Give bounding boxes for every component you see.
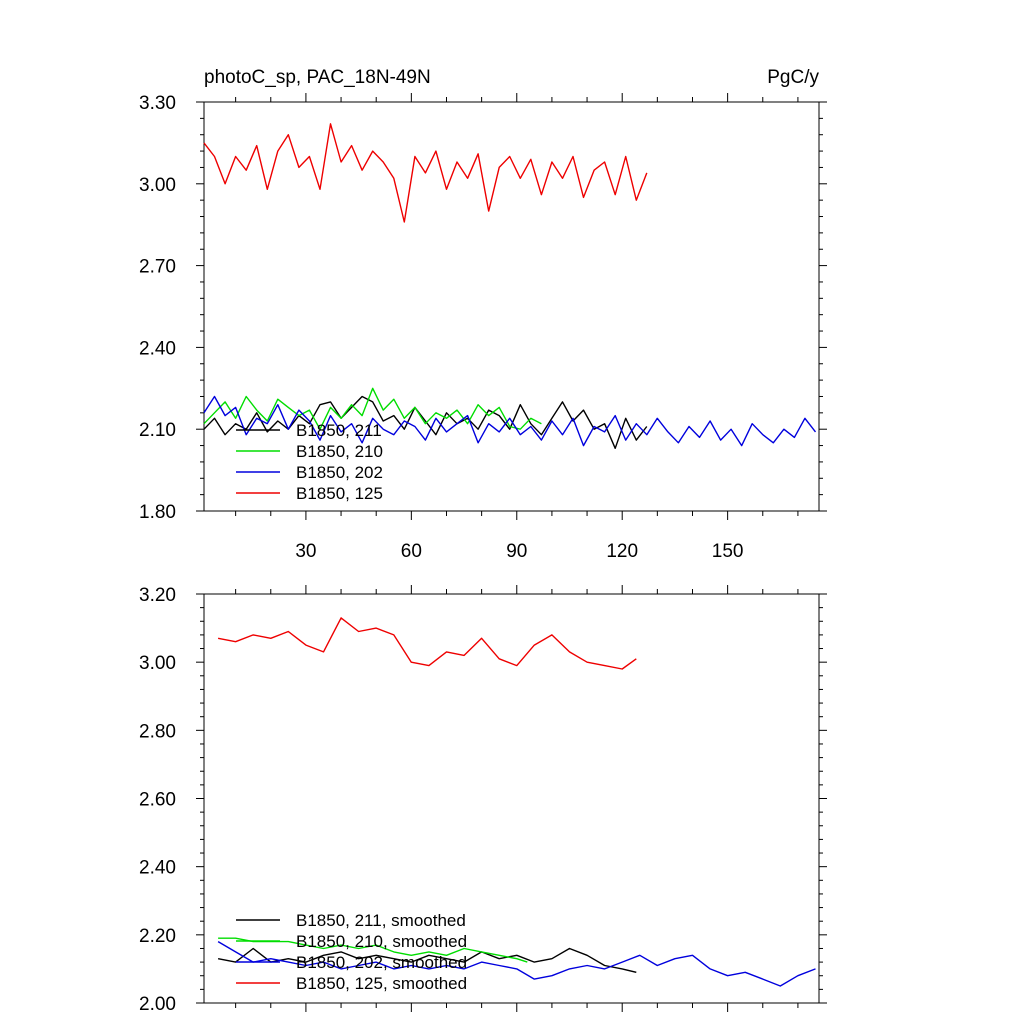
- x-tick-label: 30: [295, 541, 316, 562]
- series-line: [203, 123, 648, 223]
- bottom-panel: 2.00 2.20 2.40 2.60 2.80 3.00 3.20 B1850, 211, …: [139, 585, 827, 1015]
- legend-label: B1850, 125: [296, 484, 383, 503]
- legend-label: B1850, 202: [296, 463, 383, 482]
- legend-label: B1850, 211: [296, 421, 382, 440]
- series-line: [217, 940, 816, 987]
- legend-label: B1850, 211, smoothed: [296, 911, 466, 930]
- series-line: [217, 617, 637, 670]
- x-tick-label: 60: [401, 541, 422, 562]
- x-tick-label: 90: [506, 541, 527, 562]
- chart-units-right: PgC/y: [767, 67, 819, 88]
- y-tick-label: 2.40: [139, 858, 176, 879]
- series-line: [217, 947, 637, 973]
- y-tick-label: 3.00: [139, 175, 176, 196]
- y-tick-label: 2.00: [139, 994, 176, 1015]
- chart-title-left: photoC_sp, PAC_18N-49N: [204, 67, 431, 88]
- y-tick-label: 1.80: [139, 502, 176, 523]
- y-tick-label: 3.20: [139, 585, 176, 606]
- y-tick-label: 2.80: [139, 721, 176, 742]
- x-tick-label: 150: [712, 541, 744, 562]
- y-tick-label: 3.00: [139, 653, 176, 674]
- series-line: [203, 387, 542, 430]
- legend-label: B1850, 210, smoothed: [296, 932, 467, 951]
- legend-label: B1850, 202, smoothed: [296, 953, 467, 972]
- series-line: [203, 395, 648, 449]
- series-line: [203, 395, 817, 447]
- y-tick-label: 2.40: [139, 338, 176, 359]
- y-tick-label: 2.60: [139, 790, 176, 811]
- legend-label: B1850, 210: [296, 442, 383, 461]
- top-panel: 1.80 2.10 2.40 2.70 3.00 3.30 30 60 90 120 150 phot…: [139, 67, 827, 562]
- y-tick-label: 2.70: [139, 257, 176, 278]
- y-tick-label: 2.20: [139, 926, 176, 947]
- y-tick-label: 2.10: [139, 420, 176, 441]
- legend-label: B1850, 125, smoothed: [296, 974, 467, 993]
- y-tick-label: 3.30: [139, 93, 176, 114]
- plot-frame: [203, 101, 820, 512]
- x-tick-label: 120: [606, 541, 638, 562]
